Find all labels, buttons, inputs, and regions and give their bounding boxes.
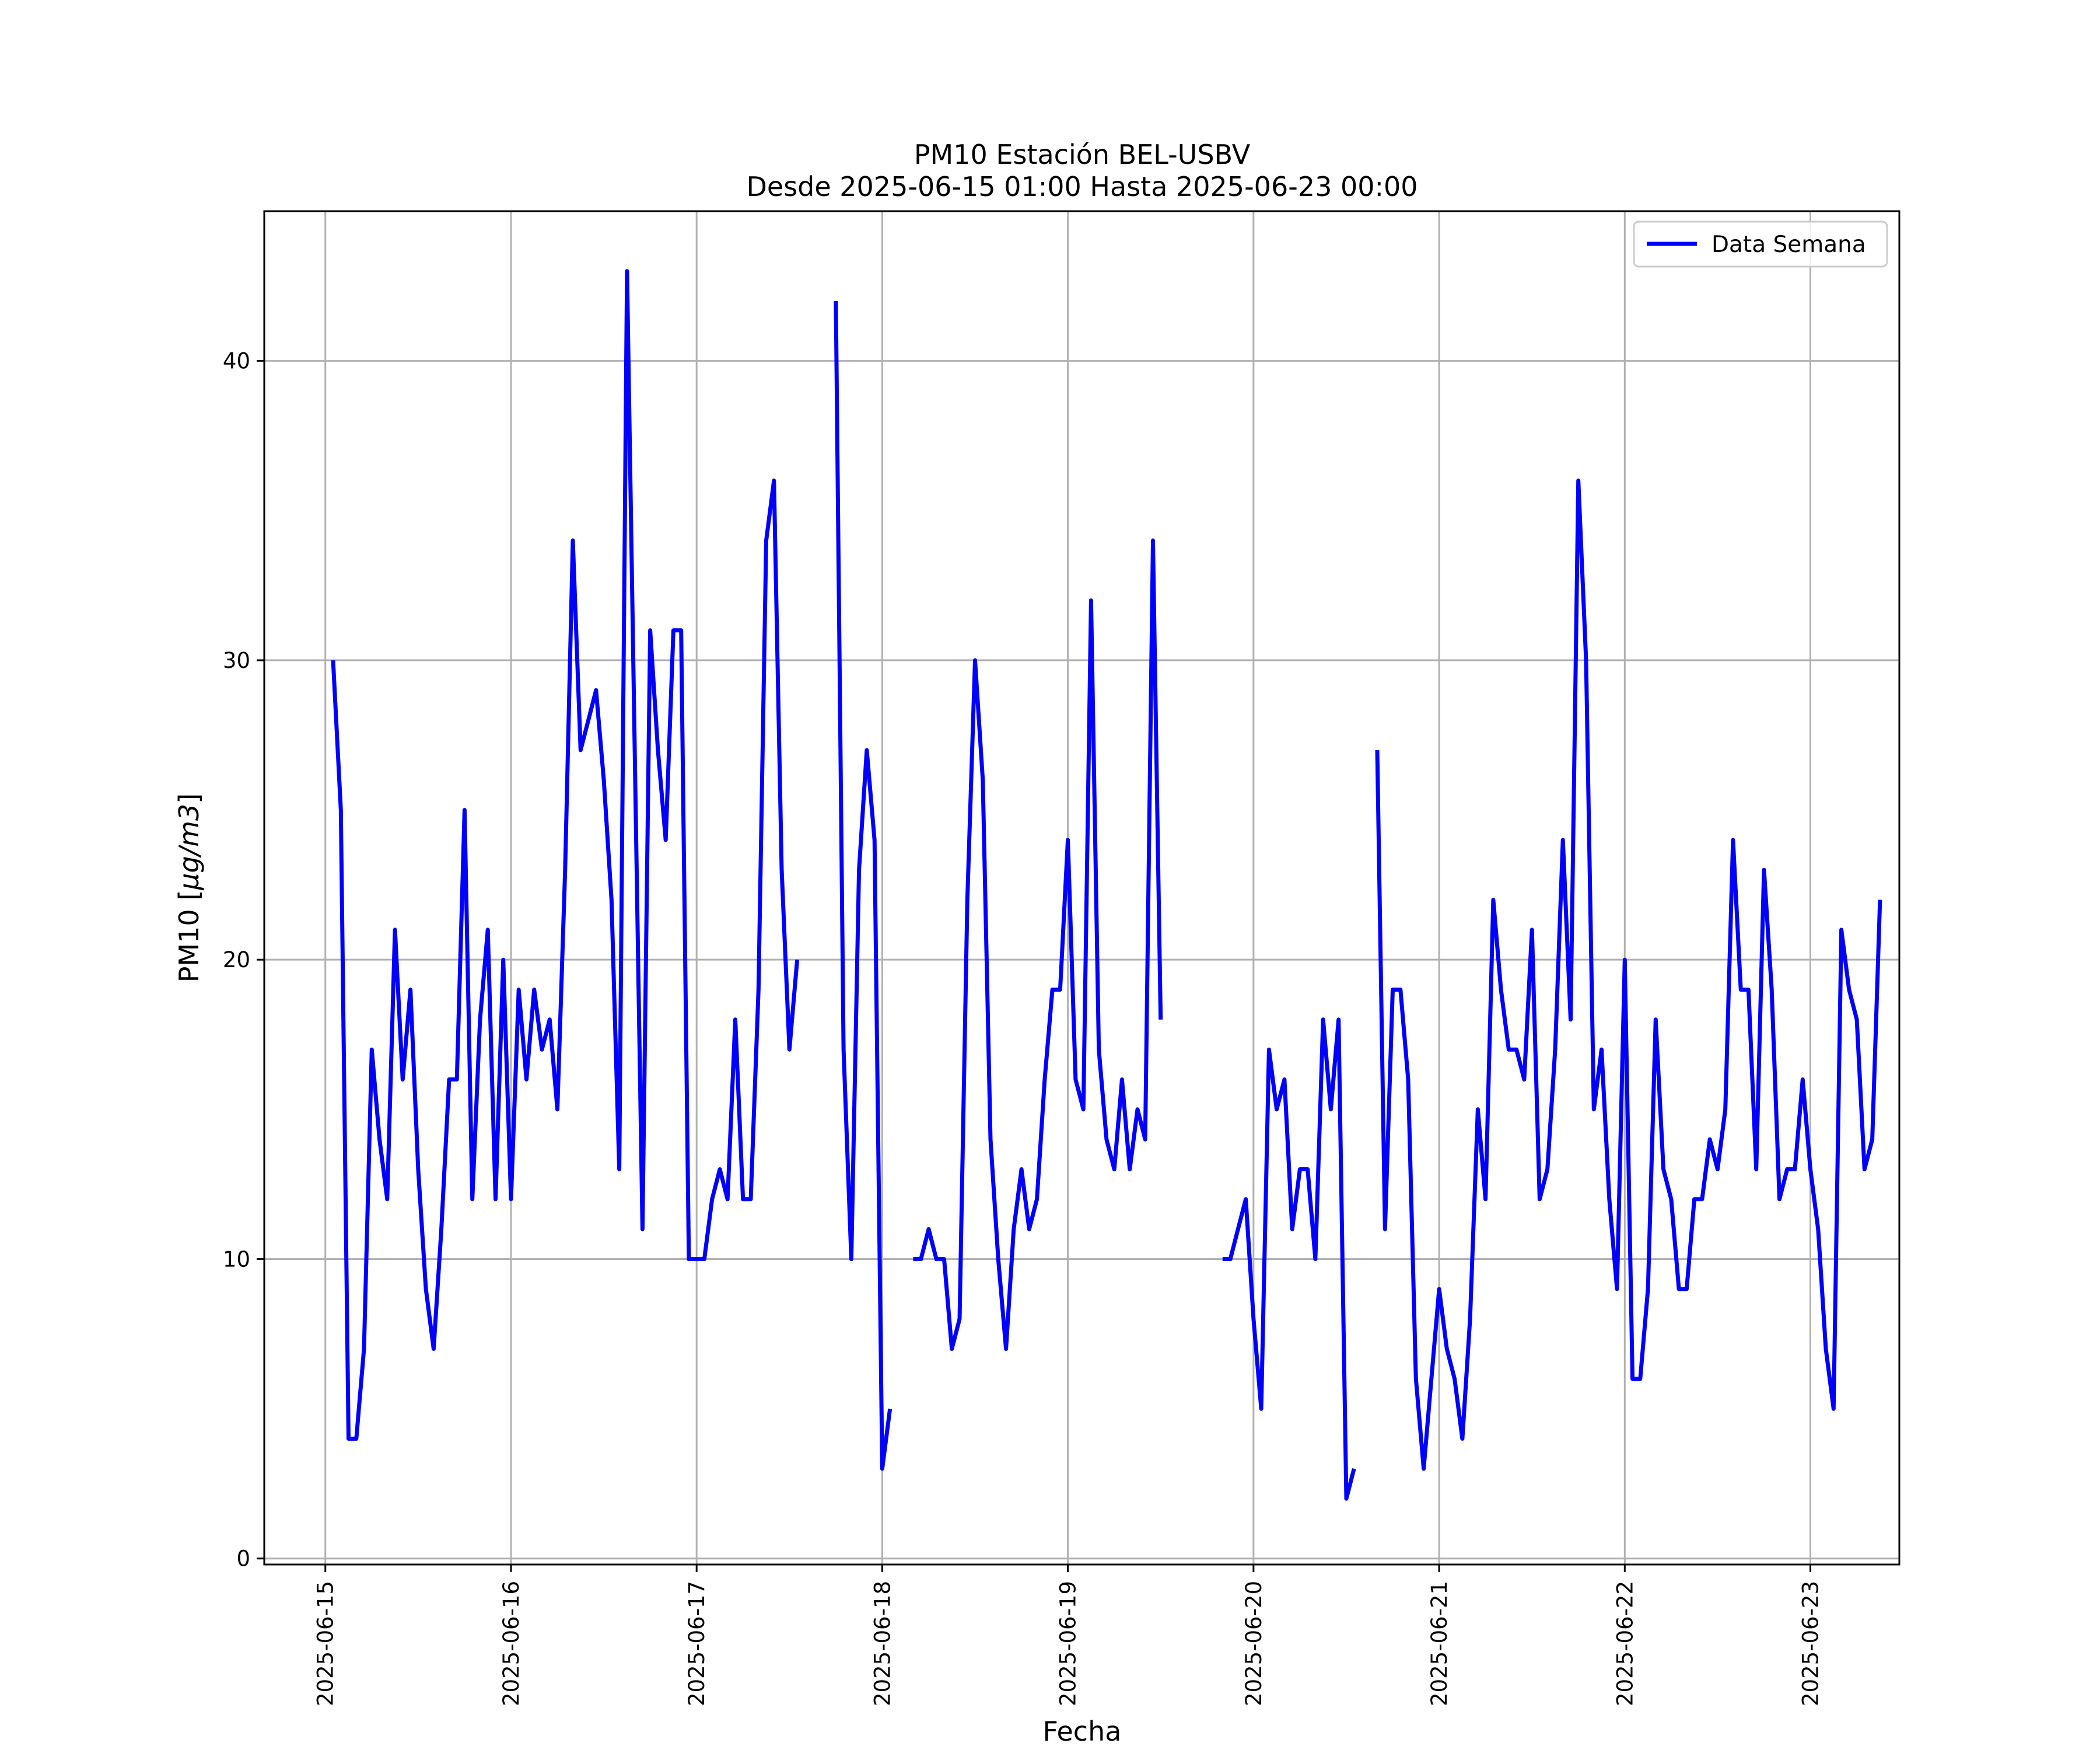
x-tick-label: 2025-06-21 <box>1427 1581 1452 1706</box>
x-tick-label: 2025-06-19 <box>1056 1581 1081 1706</box>
series-line-segment <box>331 269 800 1441</box>
chart-subtitle: Desde 2025-06-15 01:00 Hasta 2025-06-23 … <box>746 171 1418 202</box>
x-tick-label: 2025-06-23 <box>1798 1581 1824 1706</box>
gridlines <box>264 211 1899 1564</box>
x-tick-label: 2025-06-17 <box>684 1581 709 1706</box>
x-tick-label: 2025-06-18 <box>870 1581 895 1706</box>
y-axis-label-unit: μg/m3 <box>173 804 205 891</box>
axis-ticks: 2025-06-15 2025-06-16 2025-06-17 2025-06-18… <box>223 349 1824 1706</box>
y-tick-label: 30 <box>223 648 250 673</box>
x-tick-label: 2025-06-16 <box>499 1581 524 1706</box>
legend-label: Data Semana <box>1712 232 1866 258</box>
chart-title: PM10 Estación BEL-USBV <box>914 139 1251 170</box>
y-axis-label: PM10 [μg/m3] <box>173 793 205 983</box>
y-tick-label: 40 <box>223 349 250 374</box>
plot-area-frame <box>263 210 1901 1566</box>
x-tick-label: 2025-06-15 <box>313 1581 338 1706</box>
y-tick-label: 0 <box>236 1546 250 1572</box>
y-axis-label-suffix: ] <box>173 793 205 804</box>
x-axis-label: Fecha <box>1043 1716 1122 1747</box>
series-lines <box>331 269 1882 1501</box>
series-line-segment <box>834 300 892 1471</box>
x-tick-label: 2025-06-22 <box>1612 1581 1637 1706</box>
series-line-segment <box>1222 1017 1356 1501</box>
legend-frame <box>1633 220 1888 268</box>
series-line-segment <box>1375 478 1882 1471</box>
y-tick-label: 10 <box>223 1247 250 1272</box>
legend: Data Semana <box>1633 220 1888 268</box>
series-line-segment <box>913 538 1163 1351</box>
y-axis-label-prefix: PM10 [ <box>173 890 205 983</box>
y-tick-label: 20 <box>223 947 250 972</box>
x-tick-label: 2025-06-20 <box>1241 1581 1266 1706</box>
